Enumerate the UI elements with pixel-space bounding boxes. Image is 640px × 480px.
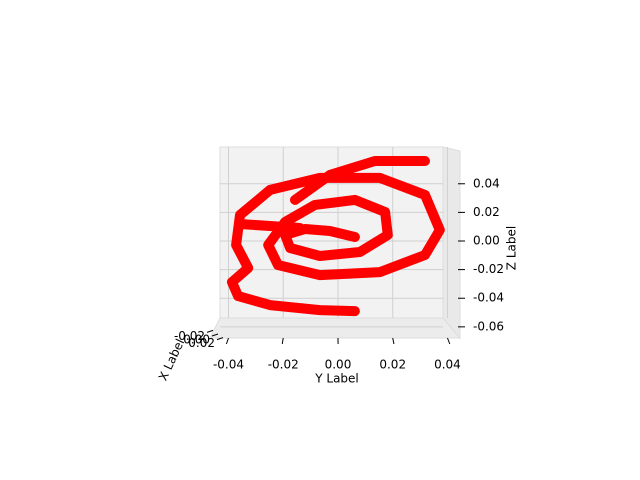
z-axis-label: Z Label: [505, 226, 519, 270]
x-tick-label: 0.02: [188, 336, 215, 350]
x-tick: [206, 329, 214, 333]
y-tick: [446, 337, 451, 345]
x-tick: [211, 333, 219, 337]
y-tick: [225, 337, 229, 345]
y-tick: [392, 337, 395, 345]
spiral-line: [227, 156, 445, 317]
z-tick-label: 0.02: [473, 205, 500, 219]
z-tick-label: -0.04: [473, 291, 504, 305]
x-tick-label: -0.02: [174, 329, 205, 343]
y-axis-label: Y Label: [314, 372, 359, 386]
y-tick-label: -0.04: [213, 358, 244, 372]
y-tick-label: 0.00: [325, 358, 352, 372]
z-tick-label: 0.00: [473, 234, 500, 248]
floor-pane: [209, 317, 462, 339]
y-tick: [281, 337, 284, 345]
z-tick-label: -0.02: [473, 262, 504, 276]
z-tick-label: -0.06: [473, 319, 504, 333]
side-pane: [442, 146, 461, 340]
x-tick: [216, 337, 224, 341]
y-tick-label: 0.04: [434, 358, 461, 372]
y-tick-label: 0.02: [379, 358, 406, 372]
z-tick-label: 0.04: [473, 176, 500, 190]
x-tick-label: 0.00: [183, 333, 210, 347]
y-tick-label: -0.02: [268, 358, 299, 372]
